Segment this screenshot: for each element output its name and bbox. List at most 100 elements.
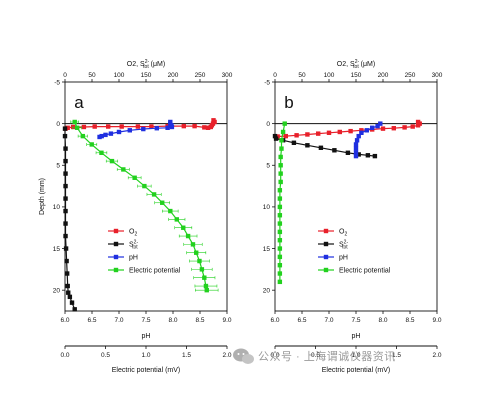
top-axis-tick-label: 300 — [222, 72, 233, 79]
second-x-axis-tick-label: 1.5 — [182, 352, 191, 359]
legend-label-ep: Electric potential — [339, 268, 391, 275]
data-point-ep — [204, 287, 209, 293]
data-point-o2 — [181, 123, 186, 129]
data-point-s2 — [72, 307, 77, 312]
legend-swatch-marker — [323, 241, 329, 247]
data-point-s2 — [273, 136, 279, 141]
data-point-ep — [203, 283, 209, 289]
data-point-ph — [353, 146, 359, 151]
panel-label: a — [74, 93, 84, 112]
data-point-o2 — [119, 124, 124, 129]
x-axis-title: pH — [352, 333, 361, 340]
data-point-s2 — [63, 208, 68, 214]
legend-label-main: pH — [339, 255, 348, 262]
legend-label-sub: 2 — [134, 232, 137, 238]
legend-label-main: S — [129, 242, 134, 249]
y-axis-tick-label: 10 — [263, 204, 271, 211]
second-x-axis-tick-label: 0.5 — [311, 352, 320, 359]
data-point-ep — [197, 258, 202, 264]
data-point-s2 — [372, 153, 378, 159]
y-axis-tick-label: -5 — [54, 79, 60, 86]
data-point-o2 — [305, 132, 310, 137]
x-axis-tick-label: 7.5 — [351, 317, 360, 324]
data-point-o2 — [106, 124, 111, 129]
legend-swatch-marker — [113, 228, 119, 234]
second-x-axis-tick-label: 1.0 — [141, 352, 150, 359]
data-point-s2 — [291, 140, 297, 145]
data-point-s2 — [332, 148, 337, 153]
legend-label-main: pH — [129, 255, 138, 262]
top-axis-title: O2, S2-tot (μM) — [337, 59, 375, 70]
top-axis-title: O2, S2-tot (μM) — [127, 59, 165, 70]
data-point-o2 — [81, 124, 87, 130]
data-point-o2 — [326, 130, 332, 135]
x-axis-tick-label: 6.5 — [87, 317, 96, 324]
data-point-ep — [277, 246, 283, 251]
y-axis-tick-label: 15 — [53, 246, 61, 253]
second-x-axis-tick-label: 1.0 — [351, 352, 360, 359]
data-point-ep — [72, 119, 77, 125]
data-point-ph — [353, 153, 359, 159]
x-axis-tick-label: 9.0 — [432, 317, 441, 324]
data-point-ph — [378, 121, 383, 126]
top-axis-title-sup: 2- — [355, 59, 360, 65]
data-point-ep — [121, 167, 126, 172]
series-line-s2 — [64, 128, 76, 310]
data-point-ep — [277, 196, 283, 201]
data-point-s2 — [345, 150, 351, 155]
x-axis-title: pH — [142, 333, 151, 340]
data-point-ph — [108, 131, 114, 136]
legend-label-sub: tot — [342, 245, 348, 251]
data-point-o2 — [202, 125, 207, 130]
data-point-o2 — [316, 131, 321, 136]
data-point-o2 — [415, 123, 421, 128]
data-point-o2 — [359, 128, 364, 133]
top-axis-tick-label: 50 — [298, 72, 306, 79]
x-axis-tick-label: 9.0 — [222, 317, 231, 324]
legend-swatch-marker — [323, 254, 329, 260]
legend-label-sup: 2- — [134, 240, 139, 246]
data-point-s2 — [63, 158, 68, 164]
legend-label-main: O — [339, 229, 345, 236]
data-point-ep — [277, 254, 283, 260]
data-point-s2 — [63, 221, 68, 226]
data-point-s2 — [63, 233, 68, 239]
data-point-s2 — [62, 133, 68, 139]
data-point-ep — [99, 150, 104, 155]
legend-label-sub: 2 — [344, 232, 347, 238]
top-axis-title-sub: tot — [143, 64, 149, 70]
data-point-ph — [370, 125, 375, 130]
top-axis-title-unit: (μM) — [359, 61, 375, 68]
data-point-ph — [97, 134, 102, 140]
y-axis-tick-label: 0 — [266, 121, 270, 128]
data-point-o2 — [283, 133, 288, 139]
legend-swatch-marker — [113, 241, 119, 247]
data-point-ep — [80, 133, 86, 139]
y-axis-tick-label: -5 — [264, 79, 270, 86]
data-point-ep — [132, 175, 137, 180]
data-point-s2 — [67, 294, 73, 300]
legend-label-main: S — [339, 242, 344, 249]
top-axis-tick-label: 150 — [141, 72, 152, 79]
legend-label-main: Electric potential — [129, 268, 181, 275]
top-axis-tick-label: 200 — [378, 72, 389, 79]
data-point-s2 — [69, 300, 75, 305]
data-point-s2 — [272, 133, 278, 139]
legend-label-sup: 2- — [344, 240, 349, 246]
data-point-ep — [194, 250, 199, 255]
top-axis-tick-label: 200 — [168, 72, 179, 79]
data-point-ep — [190, 242, 196, 247]
second-x-axis-tick-label: 1.5 — [392, 352, 401, 359]
data-point-o2 — [391, 126, 396, 131]
data-point-ep — [174, 217, 179, 222]
data-point-ph — [141, 126, 146, 132]
data-point-s2 — [63, 183, 68, 189]
y-axis-tick-label: 0 — [56, 121, 60, 128]
second-x-axis-tick-label: 0.0 — [60, 352, 69, 359]
x-axis-tick-label: 8.0 — [168, 317, 177, 324]
second-x-axis-tick-label: 2.0 — [432, 352, 441, 359]
data-point-o2 — [192, 123, 197, 129]
data-point-ep — [280, 129, 286, 135]
